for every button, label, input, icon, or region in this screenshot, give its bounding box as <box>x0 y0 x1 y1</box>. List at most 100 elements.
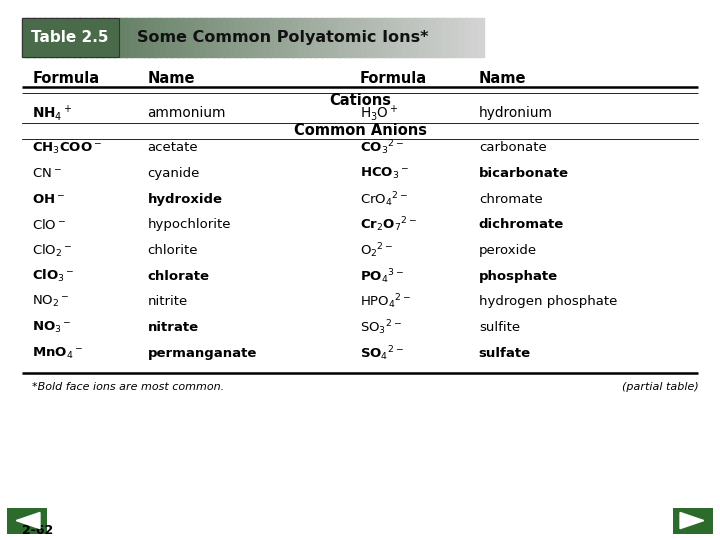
Bar <box>465 18 472 57</box>
Bar <box>154 18 161 57</box>
Text: permanganate: permanganate <box>148 347 257 360</box>
Bar <box>315 18 323 57</box>
Text: dichromate: dichromate <box>479 218 564 232</box>
Bar <box>62 18 69 57</box>
Bar <box>264 18 271 57</box>
Bar <box>333 18 340 57</box>
Text: ClO$_2$$^-$: ClO$_2$$^-$ <box>32 242 73 259</box>
Bar <box>137 18 144 57</box>
Text: nitrate: nitrate <box>148 321 199 334</box>
Bar <box>338 18 346 57</box>
Bar <box>350 18 357 57</box>
Text: CrO$_4$$^{2-}$: CrO$_4$$^{2-}$ <box>360 190 408 208</box>
Bar <box>125 18 132 57</box>
Polygon shape <box>680 512 704 529</box>
Bar <box>419 18 426 57</box>
Bar <box>281 18 288 57</box>
Bar <box>45 18 52 57</box>
Bar <box>96 18 104 57</box>
Text: Cr$_2$O$_7$$^{2-}$: Cr$_2$O$_7$$^{2-}$ <box>360 215 417 234</box>
Bar <box>183 18 190 57</box>
Text: NH$_4$$^+$: NH$_4$$^+$ <box>32 104 73 123</box>
Text: hypochlorite: hypochlorite <box>148 218 231 232</box>
Bar <box>448 18 455 57</box>
Bar <box>373 18 380 57</box>
Text: PO$_4$$^{3-}$: PO$_4$$^{3-}$ <box>360 267 404 286</box>
Bar <box>384 18 392 57</box>
Text: Some Common Polyatomic Ions*: Some Common Polyatomic Ions* <box>137 30 428 45</box>
Text: CN$^-$: CN$^-$ <box>32 167 62 180</box>
Text: HPO$_4$$^{2-}$: HPO$_4$$^{2-}$ <box>360 293 411 311</box>
Text: Formula: Formula <box>32 71 99 86</box>
Bar <box>194 18 202 57</box>
Bar <box>79 18 86 57</box>
Bar <box>56 18 63 57</box>
Bar <box>321 18 328 57</box>
Bar <box>402 18 409 57</box>
Bar <box>33 18 40 57</box>
Bar <box>431 18 438 57</box>
Bar <box>477 18 484 57</box>
Bar <box>344 18 351 57</box>
Text: MnO$_4$$^-$: MnO$_4$$^-$ <box>32 346 84 361</box>
Bar <box>425 18 432 57</box>
Text: H$_3$O$^+$: H$_3$O$^+$ <box>360 104 399 123</box>
Text: hydrogen phosphate: hydrogen phosphate <box>479 295 617 308</box>
Text: bicarbonate: bicarbonate <box>479 167 569 180</box>
Text: chlorite: chlorite <box>148 244 198 257</box>
Text: Table 2.5: Table 2.5 <box>32 30 109 45</box>
Text: CH$_3$COO$^-$: CH$_3$COO$^-$ <box>32 140 102 156</box>
Bar <box>390 18 397 57</box>
Bar <box>310 18 317 57</box>
Bar <box>361 18 369 57</box>
Bar <box>408 18 415 57</box>
Bar <box>442 18 449 57</box>
Text: ClO$^-$: ClO$^-$ <box>32 218 66 232</box>
Bar <box>304 18 311 57</box>
Text: *Bold face ions are most common.: *Bold face ions are most common. <box>32 382 225 392</box>
Text: (partial table): (partial table) <box>621 382 698 392</box>
Bar <box>120 18 127 57</box>
Bar <box>436 18 444 57</box>
Text: HCO$_3$$^-$: HCO$_3$$^-$ <box>360 166 409 181</box>
FancyBboxPatch shape <box>22 18 119 57</box>
FancyBboxPatch shape <box>673 508 713 534</box>
Bar <box>367 18 374 57</box>
Bar <box>454 18 461 57</box>
Bar <box>131 18 138 57</box>
Text: hydroxide: hydroxide <box>148 193 222 206</box>
Text: sulfate: sulfate <box>479 347 531 360</box>
Bar <box>356 18 363 57</box>
Text: 2-62: 2-62 <box>22 524 53 537</box>
Text: SO$_3$$^{2-}$: SO$_3$$^{2-}$ <box>360 318 402 337</box>
Bar <box>287 18 294 57</box>
Bar <box>327 18 334 57</box>
Bar <box>240 18 248 57</box>
Bar <box>108 18 115 57</box>
Text: Cations: Cations <box>329 93 391 108</box>
Text: OH$^-$: OH$^-$ <box>32 193 66 206</box>
Bar <box>114 18 121 57</box>
Bar <box>246 18 253 57</box>
Bar <box>298 18 305 57</box>
Text: SO$_4$$^{2-}$: SO$_4$$^{2-}$ <box>360 344 404 362</box>
Text: Common Anions: Common Anions <box>294 123 426 138</box>
Bar <box>252 18 259 57</box>
Text: NO$_3$$^-$: NO$_3$$^-$ <box>32 320 72 335</box>
Bar <box>275 18 282 57</box>
Bar <box>27 18 35 57</box>
Text: ammonium: ammonium <box>148 106 226 120</box>
Text: chromate: chromate <box>479 193 543 206</box>
Bar <box>217 18 225 57</box>
Bar <box>143 18 150 57</box>
Bar <box>22 18 29 57</box>
Bar <box>206 18 213 57</box>
Bar <box>471 18 478 57</box>
Text: Formula: Formula <box>360 71 427 86</box>
Text: CO$_3$$^{2-}$: CO$_3$$^{2-}$ <box>360 139 404 157</box>
Bar <box>177 18 184 57</box>
Bar <box>73 18 81 57</box>
Text: hydronium: hydronium <box>479 106 553 120</box>
Bar <box>459 18 467 57</box>
Text: phosphate: phosphate <box>479 269 558 283</box>
